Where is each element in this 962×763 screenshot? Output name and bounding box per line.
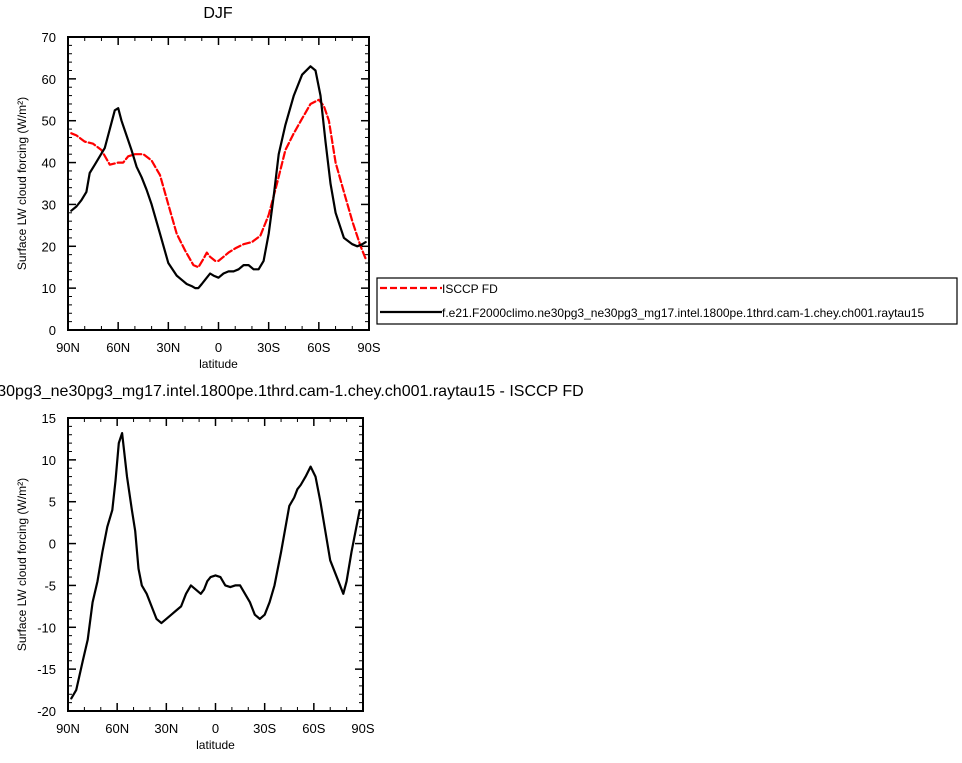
series-line-model — [70, 65, 367, 290]
x-tick-label: 30N — [156, 340, 180, 355]
y-tick-label: 20 — [42, 239, 56, 254]
x-tick-label: 90S — [351, 721, 374, 736]
y-tick-label: -20 — [37, 704, 56, 719]
legend: ISCCP FD f.e21.F2000climo.ne30pg3_ne30pg3… — [376, 277, 958, 325]
y-tick-label: 10 — [42, 281, 56, 296]
y-tick-label: -5 — [44, 578, 56, 593]
plot-frame — [67, 417, 364, 712]
legend-box — [376, 277, 958, 325]
x-tick-label: 60N — [106, 340, 130, 355]
x-tick-label: 30S — [257, 340, 280, 355]
y-tick-label: 5 — [49, 495, 56, 510]
x-tick-label: 90N — [56, 340, 80, 355]
x-tick-label: 30N — [154, 721, 178, 736]
y-tick-label: 70 — [42, 30, 56, 45]
x-tick-label: 30S — [253, 721, 276, 736]
x-tick-label: 60S — [307, 340, 330, 355]
y-tick-label: 40 — [42, 156, 56, 171]
x-tick-label: 60S — [302, 721, 325, 736]
x-tick-label: 90N — [56, 721, 80, 736]
y-axis-title: Surface LW cloud forcing (W/m²) — [15, 478, 29, 651]
x-tick-label: 0 — [215, 340, 222, 355]
x-tick-label: 60N — [105, 721, 129, 736]
x-tick-label: 90S — [357, 340, 380, 355]
x-axis-title: latitude — [199, 357, 238, 371]
y-tick-label: 15 — [42, 411, 56, 426]
legend-label: ISCCP FD — [442, 282, 498, 296]
y-tick-label: -15 — [37, 662, 56, 677]
x-axis-title: latitude — [196, 738, 235, 752]
x-tick-label: 0 — [212, 721, 219, 736]
y-tick-label: 0 — [49, 537, 56, 552]
y-axis-title: Surface LW cloud forcing (W/m²) — [15, 97, 29, 270]
plot-frame — [67, 36, 370, 331]
chart-title: DJF — [203, 5, 233, 22]
y-tick-label: 30 — [42, 197, 56, 212]
panel-bottom: f.e21.F2000climo.ne30pg3_ne30pg3_mg17.in… — [0, 383, 584, 752]
series-line-isccp-fd — [70, 98, 367, 269]
y-tick-label: 50 — [42, 114, 56, 129]
y-tick-label: -10 — [37, 620, 56, 635]
y-tick-label: 60 — [42, 72, 56, 87]
series-line-difference — [70, 432, 361, 700]
chart-title: f.e21.F2000climo.ne30pg3_ne30pg3_mg17.in… — [0, 383, 584, 400]
y-tick-label: 0 — [49, 323, 56, 338]
y-tick-label: 10 — [42, 453, 56, 468]
legend-label: f.e21.F2000climo.ne30pg3_ne30pg3_mg17.in… — [442, 306, 924, 320]
panel-top: DJF 90N 60N 30N 0 30S 60S 90S 0 10 20 30 40 50 60 70 lat… — [15, 5, 381, 371]
